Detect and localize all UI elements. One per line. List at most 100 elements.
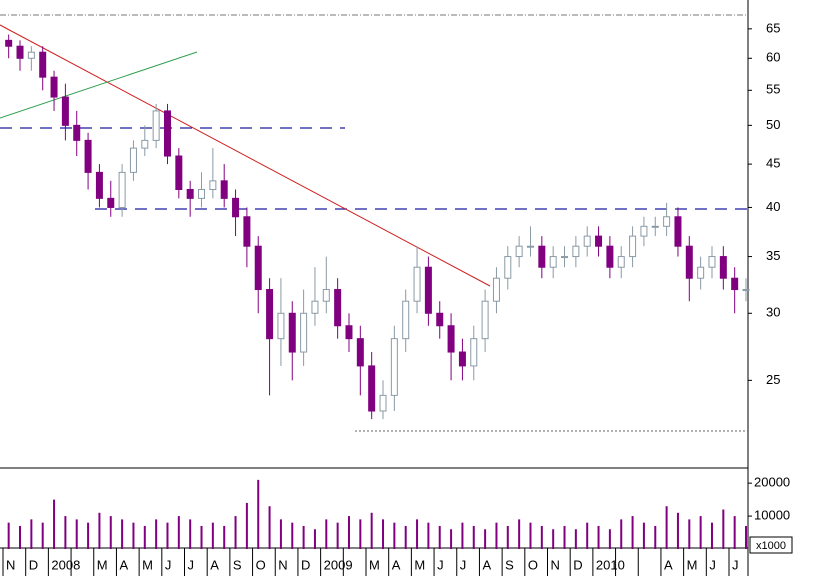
- volume-bar: [506, 525, 509, 549]
- candle-body: [492, 277, 500, 302]
- candle-body: [708, 256, 716, 268]
- candle-body: [447, 325, 455, 353]
- volume-bar: [676, 512, 679, 549]
- candle-body: [538, 245, 546, 268]
- candle-body: [243, 216, 251, 247]
- volume-bar: [313, 529, 316, 549]
- candle-body: [504, 256, 512, 279]
- y-tick-label: 25: [766, 372, 780, 387]
- candle-body: [640, 225, 648, 237]
- volume-bar: [563, 525, 566, 549]
- candle-body: [254, 245, 262, 291]
- volume-bar: [132, 522, 135, 549]
- y-tick-label: 35: [766, 248, 780, 263]
- volume-bar: [620, 519, 623, 549]
- volume-bar: [574, 529, 577, 549]
- x-tick-label: J: [165, 557, 172, 572]
- candle-body: [424, 266, 432, 314]
- volume-bar: [608, 529, 611, 549]
- volume-bar: [166, 522, 169, 549]
- volume-bar: [654, 525, 657, 549]
- volume-bar: [200, 525, 203, 549]
- candle-body: [16, 45, 24, 59]
- x-tick-label: J: [437, 557, 444, 572]
- candle-body: [561, 256, 569, 259]
- x-tick-label: O: [256, 557, 266, 572]
- candle-body: [697, 266, 705, 279]
- x-tick-label: M: [687, 557, 698, 572]
- volume-bar: [64, 516, 67, 549]
- candle-body: [595, 235, 603, 247]
- candle-body: [50, 76, 58, 98]
- x-tick-label: J: [732, 557, 739, 572]
- volume-bar: [484, 529, 487, 549]
- volume-bar: [143, 525, 146, 549]
- x-tick-label: J: [188, 557, 195, 572]
- unit-box: [749, 536, 793, 554]
- volume-bar: [30, 519, 33, 549]
- x-tick-label: N: [551, 557, 560, 572]
- candle-body: [95, 171, 103, 199]
- candle-body: [526, 245, 534, 248]
- volume-bar: [540, 525, 543, 549]
- candle-body: [413, 266, 421, 302]
- x-tick-label: A: [210, 557, 219, 572]
- trend-line: [0, 24, 491, 287]
- volume-bar: [710, 522, 713, 549]
- volume-bar: [699, 516, 702, 549]
- volume-bar: [19, 525, 22, 549]
- x-tick-label: A: [392, 557, 401, 572]
- candle-body: [685, 245, 693, 279]
- candle-body: [731, 277, 739, 291]
- candle-body: [141, 139, 149, 149]
- candle-body: [129, 147, 137, 173]
- candle-body: [572, 245, 580, 258]
- x-tick-label: N: [6, 557, 15, 572]
- volume-bar: [109, 516, 112, 549]
- volume-bar: [325, 519, 328, 549]
- candle-body: [379, 394, 387, 412]
- candle-body: [288, 312, 296, 353]
- candle-body: [84, 139, 92, 173]
- volume-bar: [41, 522, 44, 549]
- volume-bar: [211, 522, 214, 549]
- candle-body: [5, 39, 13, 47]
- volume-bar: [279, 519, 282, 549]
- volume-bar: [257, 479, 260, 549]
- x-tick-label: D: [29, 557, 38, 572]
- volume-bar: [382, 519, 385, 549]
- candle-body: [209, 180, 217, 190]
- volume-bar: [427, 522, 430, 549]
- volume-bar: [450, 529, 453, 549]
- candle-body: [198, 188, 206, 199]
- candle-body: [368, 365, 376, 412]
- y-tick-label: 45: [766, 156, 780, 171]
- volume-bar: [75, 519, 78, 549]
- y-tick-label: 40: [766, 199, 780, 214]
- candle-body: [232, 197, 240, 218]
- candle-body: [481, 300, 489, 340]
- candle-body: [175, 155, 183, 190]
- x-tick-label: O: [528, 557, 538, 572]
- candle-body: [674, 216, 682, 247]
- candle-body: [436, 312, 444, 327]
- y-tick-label: 55: [766, 82, 780, 97]
- volume-bar: [245, 502, 248, 549]
- volume-bar: [642, 522, 645, 549]
- candle-body: [266, 289, 274, 340]
- vol-tick-label: 10000: [754, 508, 790, 523]
- vol-tick-label: 20000: [754, 475, 790, 490]
- volume-bar: [87, 522, 90, 549]
- candle-body: [300, 312, 308, 353]
- volume-bar: [518, 519, 521, 549]
- candle-body: [742, 289, 750, 292]
- candle-body: [356, 338, 364, 367]
- volume-bar: [586, 522, 589, 549]
- volume-bar: [347, 516, 350, 549]
- x-tick-label: 2009: [324, 557, 353, 572]
- volume-bar: [189, 519, 192, 549]
- x-tick-label: S: [233, 557, 242, 572]
- x-tick-label: 2010: [596, 557, 625, 572]
- volume-bar: [7, 522, 10, 549]
